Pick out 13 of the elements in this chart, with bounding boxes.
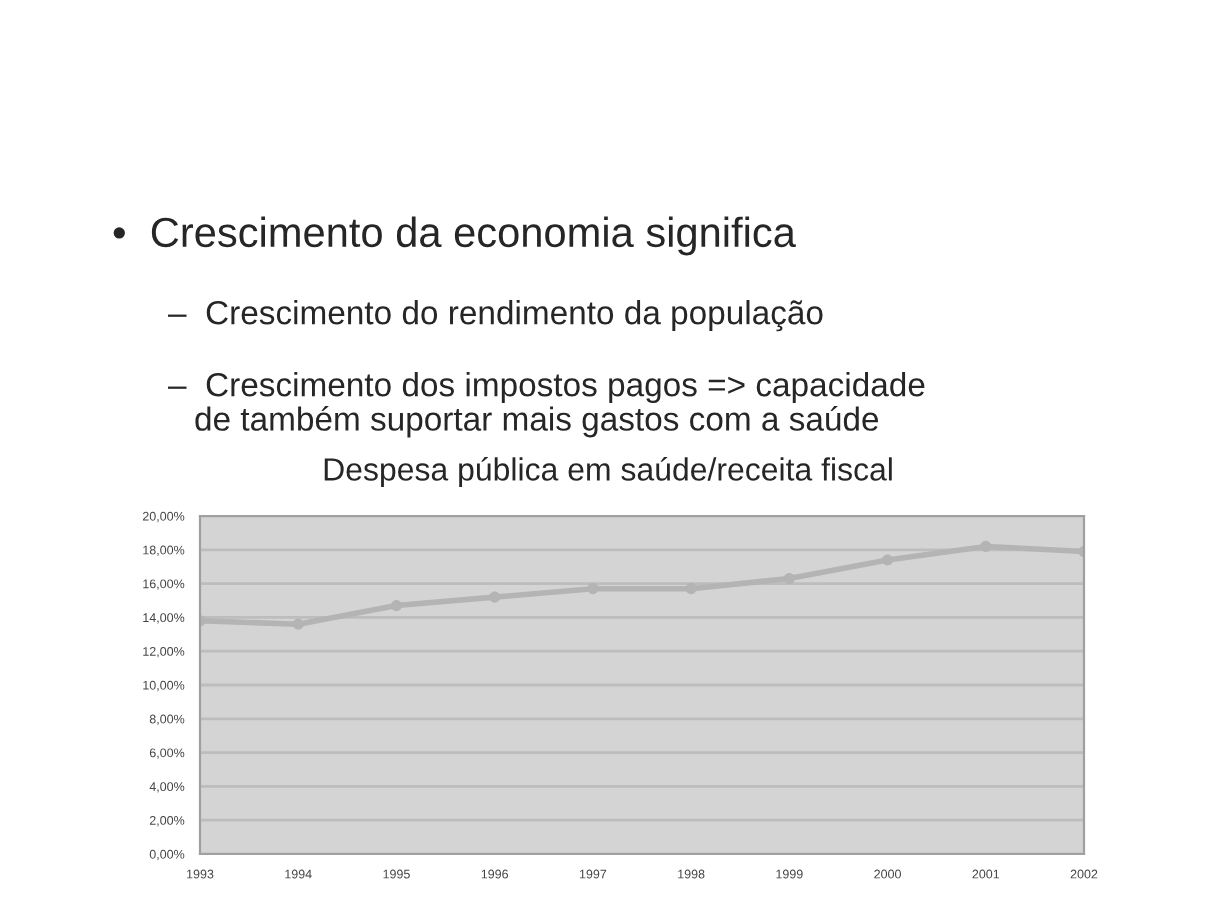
point <box>390 600 402 612</box>
point <box>783 572 795 585</box>
text: – Crescimento do rendimento da população <box>168 300 823 332</box>
point <box>980 540 992 552</box>
line-series <box>200 540 1084 630</box>
point <box>587 583 599 595</box>
chart-title: Despesa pública em saúde/receita fiscal <box>324 456 892 488</box>
point <box>489 591 501 603</box>
text: – Crescimento dos impostos pagos => capacidade de também suportar mais gastos com a saúde <box>168 372 925 438</box>
point <box>882 554 894 566</box>
text: • Crescimento da economia significa <box>113 216 796 256</box>
point <box>685 583 697 595</box>
point <box>292 618 304 630</box>
